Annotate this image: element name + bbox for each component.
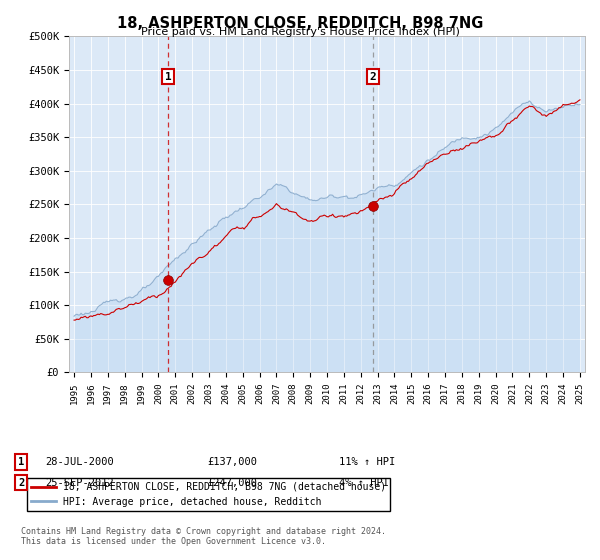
Text: 4% ↑ HPI: 4% ↑ HPI [339,478,389,488]
Text: 2: 2 [370,72,376,82]
Text: 1: 1 [18,457,24,467]
Text: £137,000: £137,000 [207,457,257,467]
Text: 2: 2 [18,478,24,488]
Text: £247,000: £247,000 [207,478,257,488]
Text: Contains HM Land Registry data © Crown copyright and database right 2024.
This d: Contains HM Land Registry data © Crown c… [21,526,386,546]
Text: 11% ↑ HPI: 11% ↑ HPI [339,457,395,467]
Text: 28-JUL-2000: 28-JUL-2000 [45,457,114,467]
Text: 18, ASHPERTON CLOSE, REDDITCH, B98 7NG: 18, ASHPERTON CLOSE, REDDITCH, B98 7NG [117,16,483,31]
Text: 25-SEP-2012: 25-SEP-2012 [45,478,114,488]
Text: 1: 1 [164,72,172,82]
Legend: 18, ASHPERTON CLOSE, REDDITCH, B98 7NG (detached house), HPI: Average price, det: 18, ASHPERTON CLOSE, REDDITCH, B98 7NG (… [28,478,391,511]
Text: Price paid vs. HM Land Registry's House Price Index (HPI): Price paid vs. HM Land Registry's House … [140,27,460,37]
